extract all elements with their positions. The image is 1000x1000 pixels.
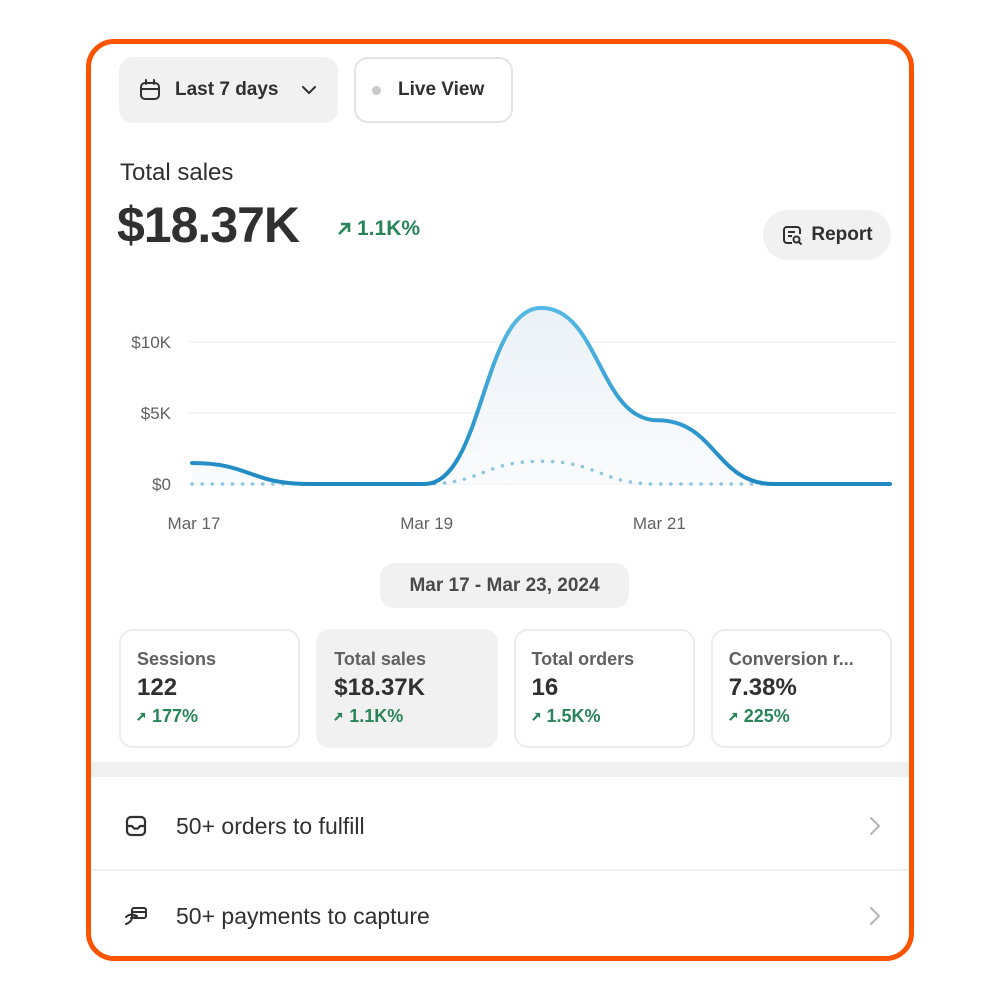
arrow-up-right-icon <box>531 712 540 721</box>
chevron-down-icon <box>302 86 316 94</box>
live-status-dot-icon <box>372 86 381 95</box>
metric-delta-value: 177% <box>152 706 199 726</box>
metric-label: Conversion r... <box>728 649 854 669</box>
y-tick-label: $10K <box>131 333 171 352</box>
x-tick-label: Mar 19 <box>400 514 453 533</box>
y-tick-label: $0 <box>152 475 171 494</box>
metric-card-conversion-rate[interactable]: Conversion r... 7.38% 225% <box>710 629 892 748</box>
date-range-button[interactable]: Last 7 days <box>119 57 338 123</box>
inbox-icon <box>125 815 147 837</box>
arrow-up-right-icon <box>137 712 146 721</box>
metric-cards: Sessions 122 177% Total sales $18.37K 1.… <box>119 629 892 748</box>
arrow-up-right-icon <box>728 712 737 721</box>
metric-label: Sessions <box>137 649 217 669</box>
headline-delta: 1.1K% <box>337 217 420 241</box>
metric-value: 7.38% <box>728 674 797 701</box>
task-payments-to-capture[interactable]: 50+ payments to capture <box>91 872 909 956</box>
section-divider <box>91 762 909 777</box>
analytics-card: Last 7 days Live View Total sales $18.37… <box>86 39 914 961</box>
x-tick-label: Mar 21 <box>633 514 686 533</box>
x-tick-label: Mar 17 <box>168 514 221 533</box>
metric-label: Total sales <box>334 649 426 669</box>
metric-value: 16 <box>531 674 559 701</box>
report-button[interactable]: Report <box>763 210 891 260</box>
metric-delta: 177% <box>137 706 282 727</box>
chevron-right-icon <box>870 907 880 925</box>
live-view-button[interactable]: Live View <box>354 57 513 123</box>
metric-card-total-orders[interactable]: Total orders 16 1.5K% <box>513 629 695 748</box>
metric-label: Total orders <box>531 649 635 669</box>
metric-card-total-sales[interactable]: Total sales $18.37K 1.1K% <box>316 629 498 748</box>
metric-delta-value: 1.1K% <box>349 706 404 726</box>
area-fill <box>192 307 890 484</box>
task-orders-to-fulfill[interactable]: 50+ orders to fulfill <box>91 783 909 871</box>
live-view-label: Live View <box>398 79 485 100</box>
task-label: 50+ payments to capture <box>176 902 430 929</box>
metric-delta-value: 1.5K% <box>546 706 601 726</box>
date-range-label: Last 7 days <box>175 79 279 100</box>
metric-value: 122 <box>137 674 178 701</box>
metric-delta-value: 225% <box>743 706 790 726</box>
date-range-chip: Mar 17 - Mar 23, 2024 <box>380 563 629 608</box>
headline-title: Total sales <box>120 159 234 186</box>
sales-line-chart: $0 $5K $10K Mar 17 Mar 19 Mar 21 <box>131 305 896 533</box>
series-line-previous <box>190 459 892 486</box>
headline-value: $18.37K <box>117 197 300 253</box>
chevron-right-icon <box>870 817 880 835</box>
metric-value: $18.37K <box>334 674 425 701</box>
metric-delta: 225% <box>728 706 874 727</box>
metric-delta: 1.1K% <box>334 706 479 727</box>
metric-card-sessions[interactable]: Sessions 122 177% <box>119 629 301 748</box>
task-label: 50+ orders to fulfill <box>176 812 365 839</box>
payment-hand-icon <box>125 907 147 925</box>
arrow-up-right-icon <box>338 222 351 235</box>
report-label: Report <box>811 224 873 245</box>
metric-delta: 1.5K% <box>531 706 677 727</box>
headline-delta-value: 1.1K% <box>357 217 421 240</box>
calendar-icon <box>140 79 160 100</box>
y-tick-label: $5K <box>141 404 172 423</box>
arrow-up-right-icon <box>334 712 343 721</box>
report-search-icon <box>783 226 803 246</box>
